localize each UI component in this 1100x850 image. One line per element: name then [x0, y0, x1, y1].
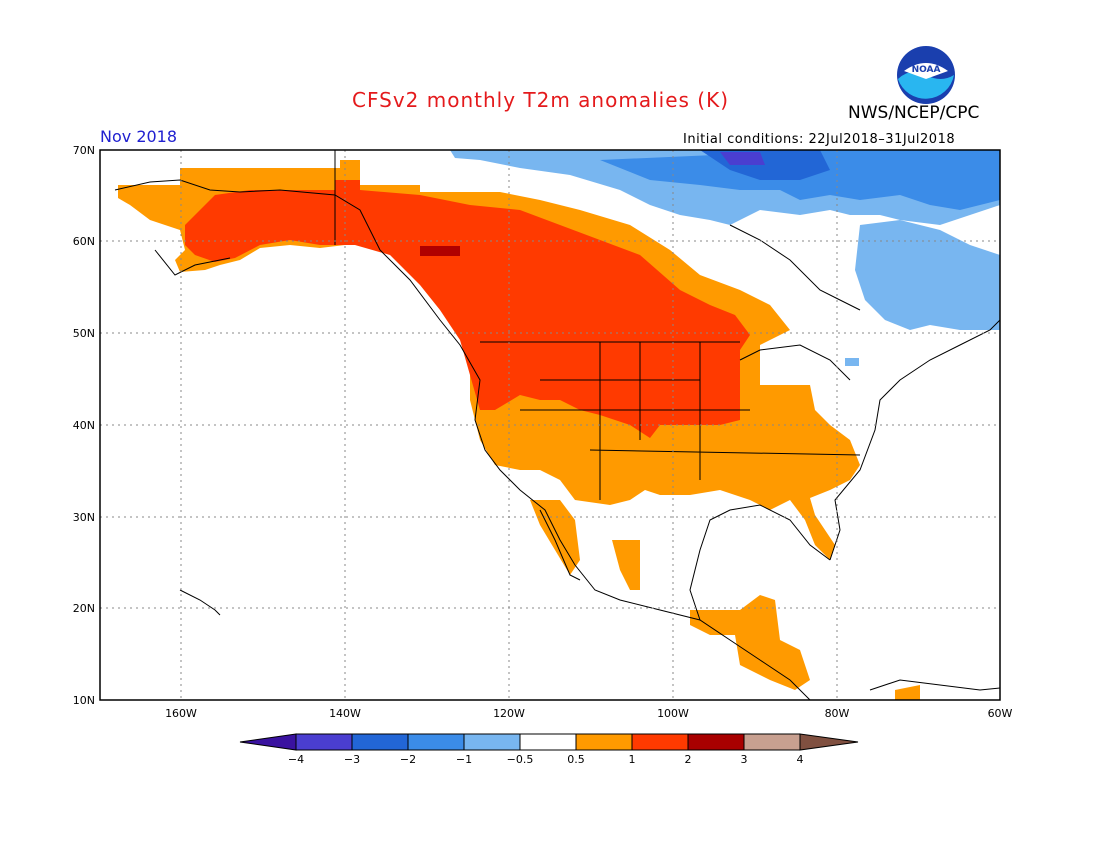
- lon-label: 60W: [988, 707, 1013, 720]
- logo-text: NOAA: [912, 65, 941, 75]
- coastlines: [114, 150, 1000, 700]
- colorbar-segment: [351, 733, 409, 751]
- graticule: [100, 150, 1000, 700]
- colorbar-arrow-low: [239, 733, 297, 751]
- anomaly-field: [118, 150, 1000, 700]
- colorbar-label: −3: [344, 753, 360, 766]
- noaa-logo-icon: NOAA: [896, 45, 956, 105]
- colorbar-segment: [575, 733, 633, 751]
- lon-label: 100W: [657, 707, 689, 720]
- warm-anomaly-west-mexico: [612, 540, 640, 590]
- colorbar-segment: [743, 733, 801, 751]
- agency-label: NWS/NCEP/CPC: [848, 103, 980, 123]
- longitude-labels: 160W 140W 120W 100W 80W 60W: [165, 707, 1012, 720]
- warm-anomaly-south-america: [895, 685, 920, 700]
- lon-label: 140W: [329, 707, 361, 720]
- colorbar-label: 4: [797, 753, 804, 766]
- hot-anomaly-region: [185, 180, 750, 438]
- colorbar-label: 1: [629, 753, 636, 766]
- warm-anomaly-mexico: [530, 500, 580, 575]
- cool-anomaly-spot: [845, 358, 859, 366]
- forecast-month: Nov 2018: [100, 127, 178, 146]
- lon-label: 160W: [165, 707, 197, 720]
- colorbar-label: 2: [685, 753, 692, 766]
- colorbar-label: 3: [741, 753, 748, 766]
- plot-frame: [99, 149, 1001, 701]
- coldest-anomaly-region: [720, 152, 765, 165]
- colorbar-segment: [295, 733, 353, 751]
- lat-label: 60N: [73, 235, 95, 248]
- colorbar: −4 −3 −2 −1 −0.5 0.5 1 2 3 4: [239, 733, 859, 766]
- warm-anomaly-central-america: [690, 595, 810, 690]
- colorbar-arrow-high: [799, 733, 859, 751]
- colorbar-label: −0.5: [507, 753, 534, 766]
- colorbar-label: 0.5: [567, 753, 585, 766]
- colorbar-segment: [407, 733, 465, 751]
- initial-conditions: Initial conditions: 22Jul2018–31Jul2018: [683, 132, 956, 147]
- colorbar-segment: [631, 733, 689, 751]
- lat-label: 40N: [73, 419, 95, 432]
- lat-label: 30N: [73, 511, 95, 524]
- colorbar-segment: [687, 733, 745, 751]
- lon-label: 120W: [493, 707, 525, 720]
- colorbar-segment: [519, 733, 577, 751]
- colorbar-label: −4: [288, 753, 304, 766]
- lat-label: 50N: [73, 327, 95, 340]
- colorbar-label: −1: [456, 753, 472, 766]
- lat-label: 10N: [73, 694, 95, 707]
- lon-label: 80W: [825, 707, 850, 720]
- lat-label: 70N: [73, 144, 95, 157]
- latitude-labels: 70N 60N 50N 40N 30N 20N 10N: [73, 144, 95, 707]
- colorbar-label: −2: [400, 753, 416, 766]
- page-title: CFSv2 monthly T2m anomalies (K): [352, 88, 729, 112]
- colorbar-segment: [463, 733, 521, 751]
- lat-label: 20N: [73, 602, 95, 615]
- very-hot-anomaly: [420, 246, 460, 256]
- cool-anomaly-east: [855, 220, 1000, 330]
